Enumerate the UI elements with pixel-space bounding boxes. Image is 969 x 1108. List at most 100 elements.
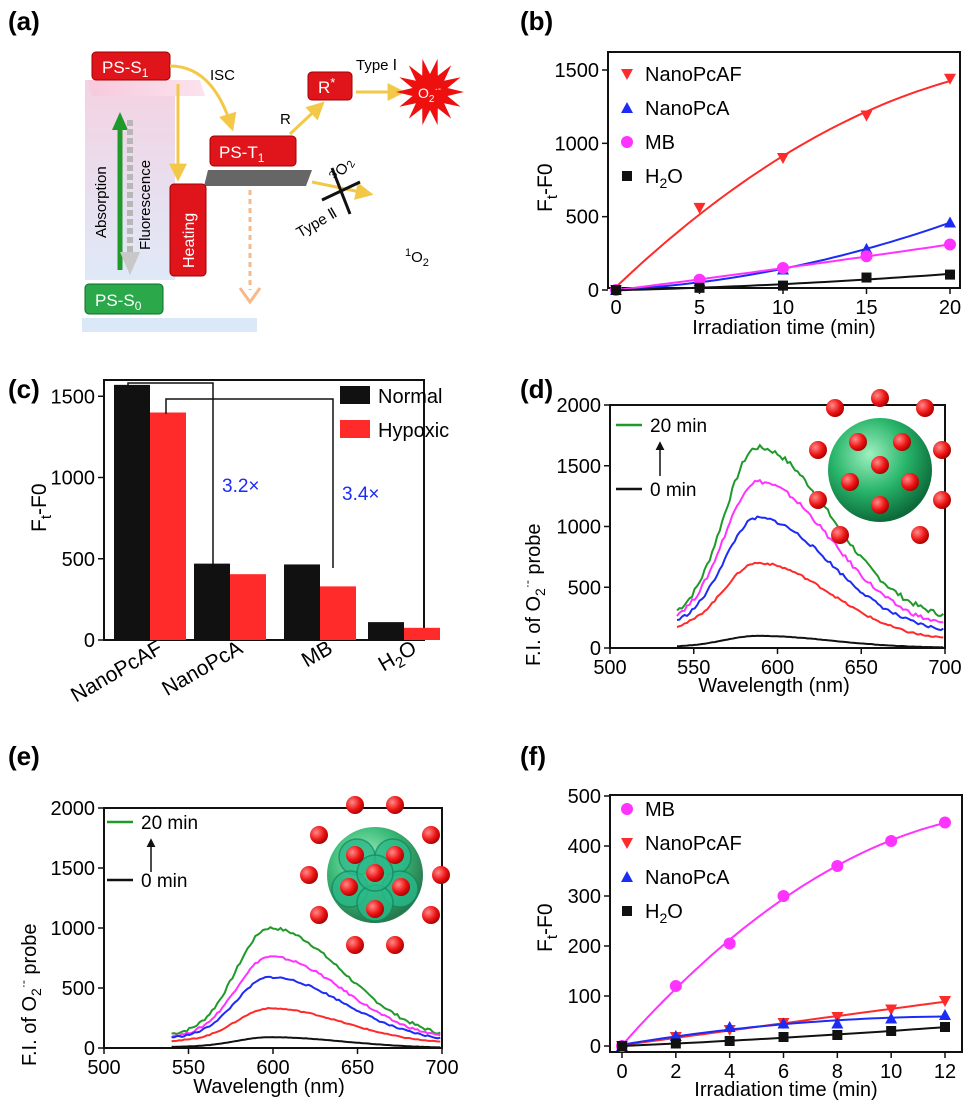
f-xtick-label: 8 (832, 1061, 843, 1083)
cluster-dot (422, 826, 440, 844)
panel-d-label: (d) (520, 374, 553, 404)
panel-c-label: (c) (8, 374, 40, 404)
f-ytick-label: 0 (590, 1036, 601, 1058)
f-point (724, 1036, 735, 1046)
cluster-dot (366, 864, 384, 882)
fluorescence-label: Fluorescence (137, 160, 154, 250)
panel-b-xlabel: Irradiation time (min) (692, 317, 875, 339)
fluorescence-arrowhead (120, 252, 140, 275)
f-point (832, 1030, 843, 1040)
sphere-dot (901, 473, 919, 491)
isc-arrow (169, 64, 237, 132)
b-legend-marker (621, 102, 633, 113)
c-bar (150, 412, 186, 640)
sphere-dot (826, 399, 844, 417)
c-legend-label: Normal (378, 386, 442, 408)
panel-b-chart: (b) 0 5 10 15 20 0 500 1000 1500 NanoPcAF NanoPcA M… (520, 6, 961, 339)
f-ytick-label: 300 (568, 886, 601, 908)
s0-level-bar (82, 318, 257, 332)
b-point (944, 238, 956, 251)
b-point (778, 280, 788, 291)
c-xtick-label: NanoPcA (158, 636, 246, 700)
e-xtick-label: 500 (87, 1057, 120, 1079)
d-ytick-label: 2000 (557, 395, 602, 417)
panel-c-ylabel: Ft-F0 (28, 484, 55, 533)
type2-label: Type Ⅱ (294, 205, 341, 242)
panel-d-xlabel: Wavelength (nm) (698, 675, 850, 697)
b-point (777, 153, 789, 164)
b-legend-o: O (667, 166, 683, 188)
d-xtick-label: 600 (761, 657, 794, 679)
sphere-dot (871, 456, 889, 474)
f-point (939, 1009, 951, 1020)
b-legend-label: NanoPcA (645, 98, 730, 120)
f-xtick-label: 0 (616, 1061, 627, 1083)
f-point (669, 1030, 682, 1041)
f-ytick-label: 200 (568, 936, 601, 958)
e-ytick-label: 2000 (51, 798, 96, 820)
f-point (831, 1017, 844, 1029)
r-star-box (307, 71, 353, 101)
c-ytick-label: 1500 (51, 386, 96, 408)
sphere-dot (933, 491, 951, 509)
c-ytick-label: 500 (62, 549, 95, 571)
nanoparticle-cluster-icon (300, 796, 450, 954)
c-legend-label: Hypoxic (378, 420, 449, 442)
ps-t1-text: PS-T1 (219, 143, 265, 165)
sphere-dot (916, 399, 934, 417)
b-legend-h: H (645, 166, 659, 188)
b-legend-marker (621, 136, 633, 148)
b-legend-marker (622, 171, 632, 181)
sphere-dot (849, 433, 867, 451)
cluster-dot (386, 846, 404, 864)
f-legend-2: 2 (659, 910, 667, 926)
cluster-dot (366, 900, 384, 918)
sphere-dot (841, 473, 859, 491)
cluster-dot (422, 906, 440, 924)
d-ytick-label: 500 (568, 577, 601, 599)
d-ytick-label: 1000 (557, 517, 602, 539)
panel-e-legend-20: 20 min (141, 813, 198, 834)
b-point (777, 262, 789, 274)
c-legend-swatch (340, 386, 370, 404)
d-spectrum-line (676, 478, 944, 624)
panel-d-legend-20: 20 min (650, 416, 707, 437)
c-bar (404, 627, 440, 640)
c-xtick-label: NanoPcAF (67, 636, 166, 707)
panel-f-chart: (f) 0 2 4 6 8 10 12 0 100 200 300 400 500 MB NanoPcAF N… (520, 741, 963, 1101)
absorption-arrowhead (112, 112, 128, 130)
b-xtick-label: 15 (855, 297, 877, 319)
f-point (885, 1004, 898, 1016)
panel-f-frame (609, 794, 963, 1053)
cluster-dot (310, 906, 328, 924)
ps-t1-box (209, 135, 297, 167)
cluster-dot (432, 866, 450, 884)
d-ytick-label: 1500 (557, 456, 602, 478)
cluster-dot (346, 936, 364, 954)
b-ytick-label: 0 (588, 280, 599, 302)
d-xtick-label: 500 (593, 657, 626, 679)
c-bar (114, 384, 150, 640)
f-point (939, 816, 951, 829)
panel-f-ylabel: Ft-F0 (534, 904, 561, 953)
b-xtick-label: 10 (772, 297, 794, 319)
nonradiative-arrowhead (238, 287, 262, 305)
b-point (860, 250, 873, 263)
f-point (617, 1041, 627, 1051)
cluster-dot (310, 826, 328, 844)
panel-b-ylabel: Ft-F0 (534, 164, 561, 213)
e-spectrum-line (171, 1006, 441, 1043)
type1-label: Type Ⅰ (356, 57, 397, 74)
r-arrow (288, 101, 325, 136)
e-spectrum-line (171, 975, 441, 1040)
panel-d-ylabel: F.I. of O2·- probe (520, 523, 548, 666)
b-point (860, 110, 873, 122)
panel-f-xlabel: Irradiation time (min) (694, 1079, 877, 1101)
e-spectrum-line (171, 1036, 441, 1049)
cluster-dot (340, 878, 358, 896)
c-bar (320, 586, 356, 640)
